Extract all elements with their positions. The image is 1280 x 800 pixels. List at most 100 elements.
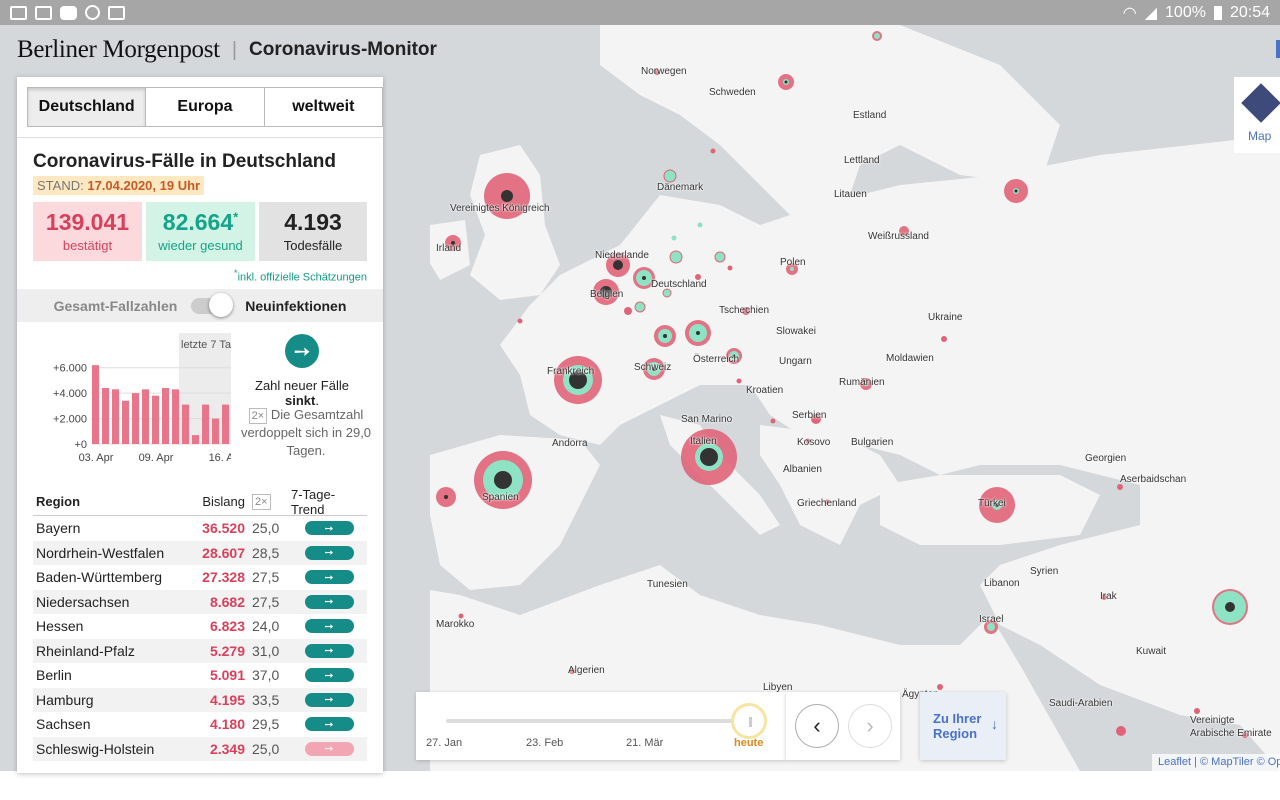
map-label: Schweiz xyxy=(634,362,672,373)
divider xyxy=(17,137,383,138)
col-trend[interactable]: 7-Tage-Trend xyxy=(291,486,336,517)
map-label: Moldawien xyxy=(886,353,934,364)
wifi-icon: ◠ xyxy=(1122,4,1137,22)
map-label: Frankreich xyxy=(547,366,595,377)
edge-button[interactable] xyxy=(1276,40,1280,58)
chart-bar xyxy=(92,365,99,444)
map-label: Irland xyxy=(436,243,462,254)
table-row[interactable]: Schleswig-Holstein 2.349 25,0 ➙ xyxy=(33,736,367,761)
map-label: Algerien xyxy=(568,665,605,676)
row-region: Schleswig-Holstein xyxy=(36,740,155,757)
land-westedge xyxy=(385,105,430,771)
timeline-track[interactable] xyxy=(446,719,746,723)
map-label: Estland xyxy=(853,110,887,121)
row-doubling: 27,5 xyxy=(252,593,280,610)
map-label: Polen xyxy=(780,257,806,268)
table-row[interactable]: Bayern 36.520 25,0 ➙ xyxy=(33,516,367,541)
deaths-value: 4.193 xyxy=(284,209,342,235)
table-body: Bayern 36.520 25,0 ➙ Nordrhein-Westfalen 28.6… xyxy=(33,516,367,761)
timeline-handle[interactable] xyxy=(731,703,767,739)
map-label: Aserbaidschan xyxy=(1120,474,1187,485)
table-row[interactable]: Sachsen 4.180 29,5 ➙ xyxy=(33,712,367,737)
signal-icon: ◢ xyxy=(1144,4,1158,22)
map-attribution[interactable]: Leaflet | © MapTiler © OpenStreetMap xyxy=(1152,754,1280,771)
row-total: 6.823 xyxy=(209,618,245,635)
trend-pill: ➙ xyxy=(304,521,354,536)
chart-ytick-label: +2.000 xyxy=(53,414,87,426)
trend-pill: ➙ xyxy=(304,692,354,707)
case-circle-belarus xyxy=(899,226,909,236)
map-label: Syrien xyxy=(1030,566,1059,577)
row-doubling: 37,0 xyxy=(252,667,280,684)
map-label: Deutschland xyxy=(651,279,707,290)
row-region: Rheinland-Pfalz xyxy=(36,642,135,659)
row-region: Hamburg xyxy=(36,691,94,708)
trend-text-pre: Zahl neuer Fälle xyxy=(255,378,349,393)
map-label: Israel xyxy=(979,614,1004,625)
row-total: 4.180 xyxy=(209,716,245,733)
my-region-label: Zu Ihrer Region xyxy=(933,711,982,741)
tab-deutschland[interactable]: Deutschland xyxy=(28,88,147,126)
col-total[interactable]: Bislang xyxy=(202,494,245,509)
note-text: inkl. offizielle Schätzungen xyxy=(237,271,367,284)
timeline: 27. Jan 23. Feb 21. Mär heute xyxy=(416,692,786,760)
trend-text-post: . xyxy=(315,393,319,408)
map-label: Saudi-Arabien xyxy=(1049,698,1113,709)
next-day-button[interactable]: › xyxy=(848,704,892,748)
my-region-button[interactable]: Zu Ihrer Region ↓ xyxy=(920,692,1006,760)
land-scandinavia xyxy=(600,25,1060,225)
map-label: Lettland xyxy=(844,155,880,166)
logo[interactable]: Berliner Morgenpost xyxy=(17,36,220,63)
trend-pill: ➙ xyxy=(304,594,354,609)
table-row[interactable]: Niedersachsen 8.682 27,5 ➙ xyxy=(33,589,367,614)
chart-bar xyxy=(182,404,189,444)
chart-bar xyxy=(222,404,229,444)
row-total: 8.682 xyxy=(209,593,245,610)
timeline-label: 23. Feb xyxy=(526,737,564,749)
stand-badge: STAND: 17.04.2020, 19 Uhr xyxy=(33,176,205,195)
maptiler-logo[interactable]: Map xyxy=(1234,77,1280,153)
app-title: Coronavirus-Monitor xyxy=(249,39,437,60)
map-label: Italien xyxy=(690,436,717,447)
map-label: Andorra xyxy=(552,438,588,449)
map-label: Kosovo xyxy=(797,437,831,448)
table-row[interactable]: Baden-Württemberg 27.328 27,5 ➙ xyxy=(33,565,367,590)
battery-icon xyxy=(1213,5,1222,20)
col-doubling[interactable]: 2× xyxy=(252,494,271,510)
timeline-label-today: heute xyxy=(734,737,764,749)
col-region[interactable]: Region xyxy=(36,494,81,509)
confirmed-label: bestätigt xyxy=(62,238,113,253)
table-row[interactable]: Nordrhein-Westfalen 28.607 28,5 ➙ xyxy=(33,540,367,565)
map-label: Georgien xyxy=(1085,453,1127,464)
chart-bar xyxy=(132,393,139,444)
doubling-text: 2× Die Gesamtzahl verdoppelt sich in 29,… xyxy=(237,406,375,460)
mode-toggle-switch[interactable] xyxy=(191,292,234,317)
toggle-knob[interactable] xyxy=(209,292,234,317)
toggle-label-total[interactable]: Gesamt-Fallzahlen xyxy=(53,297,178,314)
trend-pill: ➙ xyxy=(304,570,354,585)
land-balkans xyxy=(760,425,900,545)
land-iberia xyxy=(430,435,600,590)
table-row[interactable]: Hamburg 4.195 33,5 ➙ xyxy=(33,687,367,712)
row-doubling: 28,5 xyxy=(252,544,280,561)
table-row[interactable]: Rheinland-Pfalz 5.279 31,0 ➙ xyxy=(33,638,367,663)
chart-bar xyxy=(152,395,159,444)
mail-icon xyxy=(108,5,125,20)
region-table: Region Bislang 2× 7-Tage-Trend Bayern 36.… xyxy=(33,486,367,761)
trend-pill: ➙ xyxy=(304,619,354,634)
tab-weltweit[interactable]: weltweit xyxy=(264,88,382,126)
table-row[interactable]: Berlin 5.091 37,0 ➙ xyxy=(33,663,367,688)
map-label: Litauen xyxy=(834,189,867,200)
toggle-label-new[interactable]: Neuinfektionen xyxy=(245,297,347,314)
table-row[interactable]: Hessen 6.823 24,0 ➙ xyxy=(33,614,367,639)
map-label: Libanon xyxy=(984,578,1020,589)
region-tabs: Deutschland Europa weltweit xyxy=(27,87,383,127)
youtube-icon xyxy=(60,5,77,20)
prev-day-button[interactable]: ‹ xyxy=(795,704,839,748)
chart-bar xyxy=(162,388,169,444)
tab-europa[interactable]: Europa xyxy=(146,88,265,126)
chart-bar xyxy=(142,389,149,444)
map-label: Albanien xyxy=(783,464,822,475)
header-separator: | xyxy=(231,38,238,61)
row-total: 36.520 xyxy=(202,520,245,537)
